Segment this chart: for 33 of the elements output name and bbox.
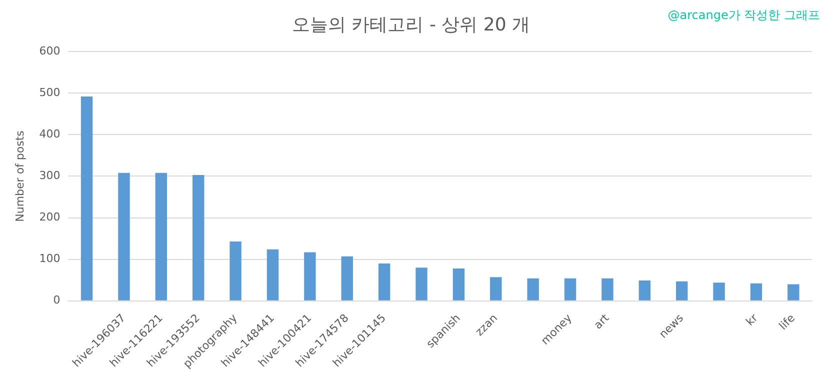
bar: [713, 282, 725, 300]
y-tick-label: 300: [39, 169, 60, 182]
bar: [192, 174, 204, 300]
bar: [676, 281, 688, 300]
bar: [230, 241, 242, 300]
y-axis-title: Number of posts: [13, 130, 26, 222]
x-tick-label: kr: [743, 311, 761, 328]
bar: [527, 278, 539, 300]
y-tick-label: 200: [39, 210, 60, 224]
bar: [155, 172, 168, 300]
bar: [266, 249, 279, 300]
bar: [564, 278, 576, 300]
bar: [416, 268, 428, 300]
x-tick-label: art: [591, 310, 612, 332]
x-tick-label: life: [776, 311, 798, 333]
bar: [118, 172, 130, 300]
y-tick-label: 500: [39, 86, 60, 100]
y-tick-label: 400: [39, 128, 60, 141]
bar: [750, 283, 762, 300]
bar: [378, 263, 390, 300]
text: @arcange가 작성한 그래프: [668, 8, 820, 22]
chart-title: 오늘의 카테고리 - 상위 20 개: [292, 14, 530, 36]
bar: [80, 96, 93, 300]
bar: [788, 284, 800, 300]
bar: [490, 277, 502, 300]
bar: [638, 280, 650, 300]
bar: [602, 278, 614, 300]
bar: [341, 256, 353, 300]
y-tick-label: 0: [53, 294, 60, 307]
bar: [452, 268, 465, 300]
y-tick-label: 600: [39, 44, 60, 58]
bar: [304, 252, 316, 300]
y-tick-label: 100: [39, 252, 60, 266]
